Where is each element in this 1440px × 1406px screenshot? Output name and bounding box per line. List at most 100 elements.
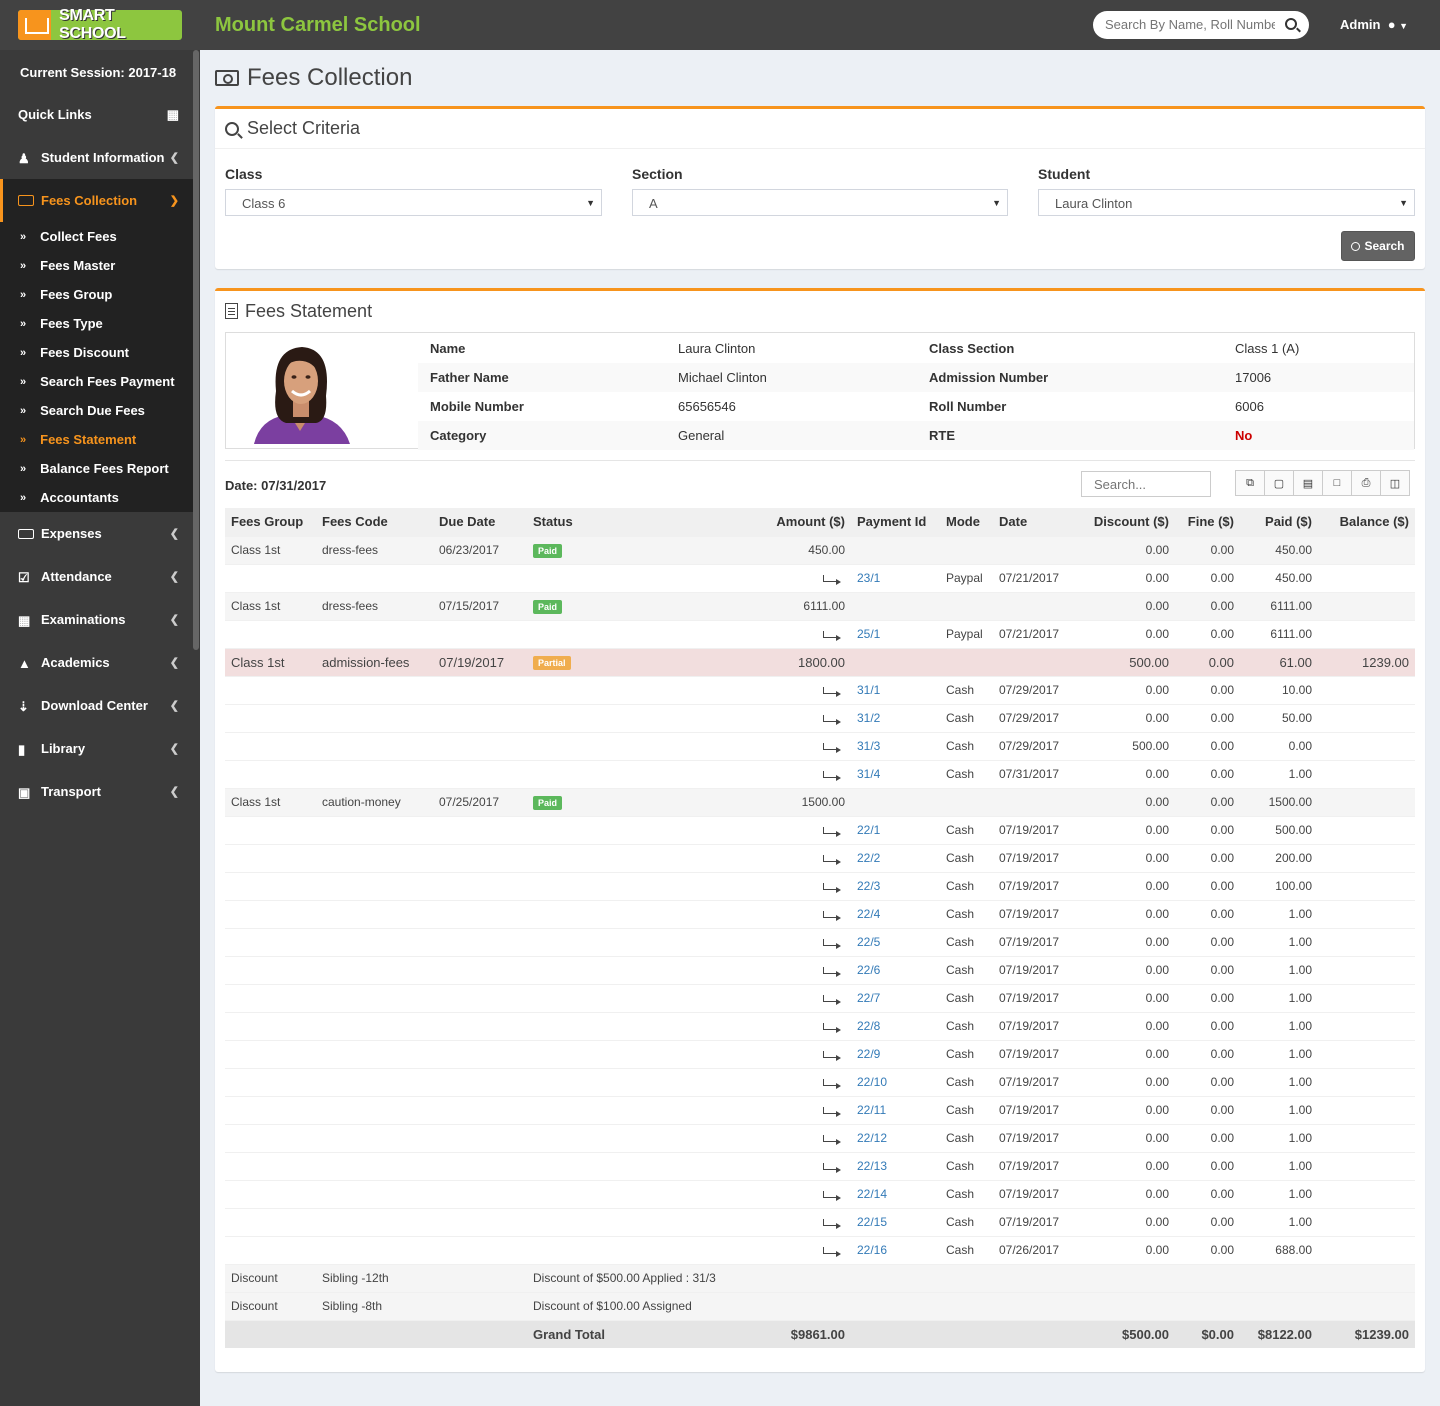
sidebar-item-transport[interactable]: ▣ Transport ❮ xyxy=(0,770,195,813)
name-value: Laura Clinton xyxy=(678,341,756,356)
submenu-fees-group[interactable]: » Fees Group xyxy=(20,280,112,309)
submenu-search-due-fees[interactable]: » Search Due Fees xyxy=(20,396,145,425)
section-select[interactable]: A ▼ xyxy=(632,189,1008,216)
global-search-input[interactable] xyxy=(1105,17,1275,32)
copy-button[interactable]: ⧉ xyxy=(1235,470,1265,496)
payment-id-cell: 22/9 xyxy=(851,1039,940,1068)
print-button[interactable]: ⎙ xyxy=(1351,470,1381,496)
sidebar-item-fees-collection[interactable]: Fees Collection ❯ xyxy=(0,179,195,222)
payment-id-link[interactable]: 22/1 xyxy=(857,823,881,837)
empty-cell xyxy=(316,955,433,984)
payment-id-link[interactable]: 22/15 xyxy=(857,1215,888,1229)
payment-id-link[interactable]: 22/6 xyxy=(857,963,881,977)
student-select[interactable]: Laura Clinton ▼ xyxy=(1038,189,1415,216)
columns-button[interactable]: ◫ xyxy=(1380,470,1410,496)
empty-cell xyxy=(225,983,316,1012)
payment-id-link[interactable]: 31/2 xyxy=(857,711,881,725)
payment-id-link[interactable]: 25/1 xyxy=(857,627,881,641)
user-name: Admin xyxy=(1340,17,1381,32)
empty-cell xyxy=(433,1067,527,1096)
date-cell: 07/21/2017 xyxy=(993,619,1066,648)
column-header[interactable]: Mode xyxy=(940,508,993,536)
column-header[interactable]: Due Date xyxy=(433,508,527,536)
payment-id-link[interactable]: 22/2 xyxy=(857,851,881,865)
payment-id-link[interactable]: 22/8 xyxy=(857,1019,881,1033)
discount-cell: 0.00 xyxy=(1066,675,1175,704)
column-header[interactable]: Payment Id xyxy=(851,508,940,536)
select-criteria-header: Select Criteria xyxy=(215,109,1425,149)
double-chevron-icon: » xyxy=(20,433,27,446)
submenu-fees-discount[interactable]: » Fees Discount xyxy=(20,338,129,367)
payment-id-link[interactable]: 31/1 xyxy=(857,683,881,697)
column-header[interactable]: Fees Code xyxy=(316,508,433,536)
column-header[interactable]: Amount ($) xyxy=(677,508,851,536)
sidebar-quick-links[interactable]: Quick Links ▦ xyxy=(0,93,195,136)
payment-id-link[interactable]: 22/13 xyxy=(857,1159,888,1173)
sidebar-item-attendance[interactable]: ☑ Attendance ❮ xyxy=(0,555,195,598)
empty-cell xyxy=(433,1011,527,1040)
submenu-accountants[interactable]: » Accountants xyxy=(20,483,119,512)
user-menu[interactable]: Admin ● ▼ xyxy=(1340,17,1408,32)
date-cell: 07/31/2017 xyxy=(993,759,1066,788)
payment-id-cell: 25/1 xyxy=(851,619,940,648)
submenu-fees-type[interactable]: » Fees Type xyxy=(20,309,103,338)
submenu-balance-fees-report[interactable]: » Balance Fees Report xyxy=(20,454,169,483)
payment-id-link[interactable]: 31/4 xyxy=(857,767,881,781)
column-header[interactable]: Paid ($) xyxy=(1240,508,1318,536)
discount-cell: 0.00 xyxy=(1066,815,1175,844)
payment-id-link[interactable]: 22/3 xyxy=(857,879,881,893)
sidebar-scrollbar[interactable] xyxy=(193,50,199,650)
submenu-search-fees-payment[interactable]: » Search Fees Payment xyxy=(20,367,175,396)
submenu-fees-statement[interactable]: » Fees Statement xyxy=(20,425,136,454)
column-header[interactable]: Fine ($) xyxy=(1175,508,1240,536)
payment-id-link[interactable]: 22/9 xyxy=(857,1047,881,1061)
pdf-button[interactable]: □ xyxy=(1322,470,1352,496)
csv-button[interactable]: ▤ xyxy=(1293,470,1323,496)
arrow-cell xyxy=(677,759,851,788)
payment-id-link[interactable]: 22/12 xyxy=(857,1131,888,1145)
submenu-fees-master[interactable]: » Fees Master xyxy=(20,251,115,280)
payment-id-cell: 22/11 xyxy=(851,1095,940,1124)
rte-label: RTE xyxy=(929,428,955,443)
payment-id-link[interactable]: 22/10 xyxy=(857,1075,888,1089)
empty-cell xyxy=(316,1151,433,1180)
book-icon: ▮ xyxy=(18,741,26,757)
mode-cell: Cash xyxy=(940,815,993,844)
date-cell: 07/19/2017 xyxy=(993,1011,1066,1040)
sidebar-item-download-center[interactable]: ⇣ Download Center ❮ xyxy=(0,684,195,727)
payment-id-link[interactable]: 23/1 xyxy=(857,571,881,585)
paid-cell: 6111.00 xyxy=(1240,619,1318,648)
search-icon[interactable] xyxy=(1285,18,1297,30)
sidebar-item-student-information[interactable]: ♟ Student Information ❮ xyxy=(0,136,195,179)
column-header[interactable]: Discount ($) xyxy=(1066,508,1175,536)
sidebar-item-library[interactable]: ▮ Library ❮ xyxy=(0,727,195,770)
payment-id-link[interactable]: 22/14 xyxy=(857,1187,888,1201)
payment-id-link[interactable]: 31/3 xyxy=(857,739,881,753)
empty-cell xyxy=(993,1319,1066,1348)
submenu-collect-fees[interactable]: » Collect Fees xyxy=(20,222,117,251)
empty-cell xyxy=(316,899,433,928)
double-chevron-icon: » xyxy=(20,259,27,272)
column-header[interactable]: Fees Group xyxy=(225,508,316,536)
excel-button[interactable]: ▢ xyxy=(1264,470,1294,496)
empty-cell xyxy=(316,1179,433,1208)
payment-id-link[interactable]: 22/7 xyxy=(857,991,881,1005)
search-button[interactable]: Search xyxy=(1341,231,1415,261)
payment-id-link[interactable]: 22/16 xyxy=(857,1243,888,1257)
empty-cell xyxy=(225,759,316,788)
payment-id-link[interactable]: 22/11 xyxy=(857,1103,887,1117)
payment-id-link[interactable]: 22/4 xyxy=(857,907,881,921)
sidebar-item-examinations[interactable]: ▦ Examinations ❮ xyxy=(0,598,195,641)
column-header[interactable]: Date xyxy=(993,508,1066,536)
file-text-icon: ▤ xyxy=(1302,477,1314,490)
global-search[interactable] xyxy=(1093,11,1309,39)
table-search-input[interactable] xyxy=(1081,471,1211,497)
class-select[interactable]: Class 6 ▼ xyxy=(225,189,602,216)
sidebar-item-expenses[interactable]: Expenses ❮ xyxy=(0,512,195,555)
column-header[interactable]: Status xyxy=(527,508,677,536)
empty-cell xyxy=(527,955,677,984)
app-logo[interactable]: SMART SCHOOL xyxy=(18,7,182,42)
column-header[interactable]: Balance ($) xyxy=(1318,508,1415,536)
sidebar-item-academics[interactable]: ▲ Academics ❮ xyxy=(0,641,195,684)
payment-id-link[interactable]: 22/5 xyxy=(857,935,881,949)
